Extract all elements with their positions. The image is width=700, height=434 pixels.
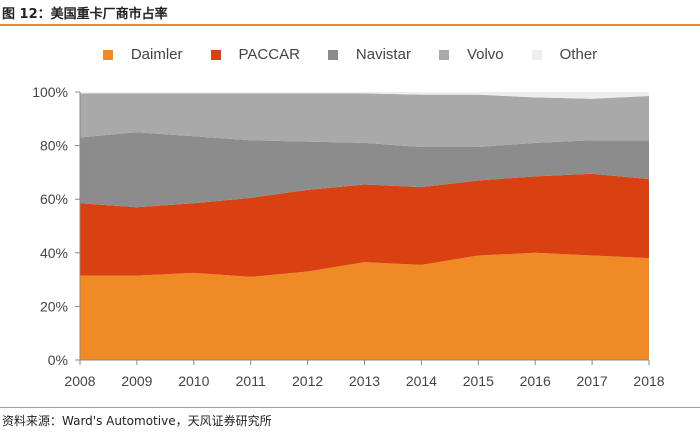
x-tick-label: 2010 — [178, 373, 209, 389]
legend-label: Other — [559, 46, 598, 63]
legend-label: Navistar — [355, 46, 411, 63]
x-tick-label: 2018 — [633, 373, 664, 389]
title-rule — [0, 24, 700, 26]
legend-item-volvo: Volvo — [438, 46, 504, 63]
legend-swatch — [438, 49, 449, 60]
x-tick-label: 2013 — [349, 373, 380, 389]
y-tick-label: 100% — [32, 84, 68, 100]
x-tick-label: 2017 — [577, 373, 608, 389]
legend-item-paccar: PACCAR — [210, 46, 300, 63]
legend-swatch — [102, 49, 113, 60]
area-series-volvo — [80, 93, 649, 147]
legend-swatch — [327, 49, 338, 60]
x-tick-label: 2011 — [236, 373, 266, 389]
legend-label: PACCAR — [238, 46, 300, 63]
legend-swatch — [531, 49, 542, 60]
y-tick-label: 40% — [40, 245, 68, 261]
source-rule — [0, 407, 700, 408]
legend-item-other: Other — [531, 46, 598, 63]
x-tick-label: 2009 — [121, 373, 152, 389]
legend-label: Daimler — [130, 46, 183, 63]
area-series-other — [80, 92, 649, 99]
figure-title: 图 12：美国重卡厂商市占率 — [2, 7, 168, 22]
x-tick-label: 2015 — [463, 373, 494, 389]
chart-legend: Daimler PACCAR Navistar Volvo Other — [0, 46, 700, 63]
legend-item-navistar: Navistar — [327, 46, 411, 63]
y-tick-label: 20% — [40, 298, 68, 314]
x-tick-label: 2012 — [292, 373, 323, 389]
y-tick-label: 80% — [40, 138, 68, 154]
area-series-daimler — [80, 252, 649, 360]
y-tick-label: 0% — [48, 352, 68, 368]
x-tick-label: 2016 — [520, 373, 551, 389]
x-tick-label: 2008 — [64, 373, 95, 389]
area-series-paccar — [80, 173, 649, 277]
area-series-navistar — [80, 132, 649, 208]
x-tick-label: 2014 — [406, 373, 437, 389]
y-tick-label: 60% — [40, 191, 68, 207]
legend-label: Volvo — [466, 46, 504, 63]
legend-swatch — [210, 49, 221, 60]
source-note: 资料来源：Ward's Automotive，天风证券研究所 — [2, 414, 272, 428]
legend-item-daimler: Daimler — [102, 46, 183, 63]
